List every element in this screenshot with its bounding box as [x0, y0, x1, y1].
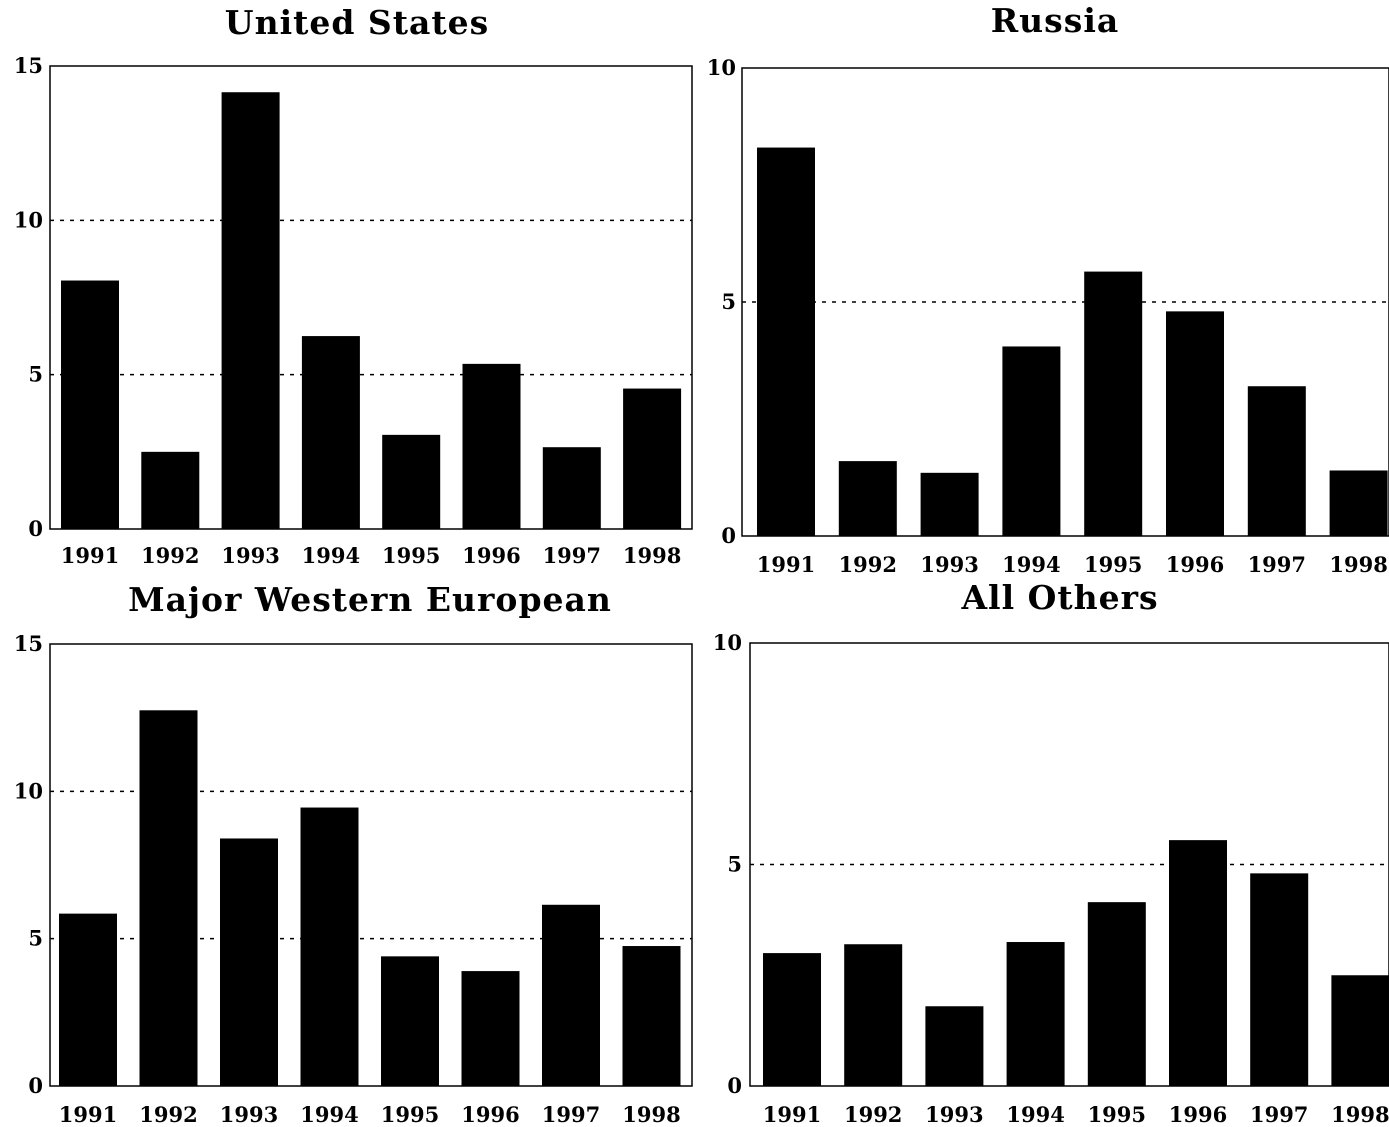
chart-3-xtick-1994: 1994: [300, 1102, 358, 1127]
chart-1-bar-1992: [141, 451, 200, 529]
chart-1-bar-1998: [623, 388, 682, 529]
chart-2-bar-1998: [1329, 470, 1388, 536]
chart-3-title: Major Western European: [128, 580, 612, 619]
chart-3-bar-1998: [622, 946, 681, 1086]
chart-3-xtick-1998: 1998: [622, 1102, 680, 1127]
chart-2-ytick-3: 10: [707, 55, 736, 80]
chart-2-xtick-1991: 1991: [757, 552, 815, 577]
chart-2-title: Russia: [991, 1, 1120, 40]
chart-1-bar-1994: [301, 336, 360, 529]
chart-3-ytick-1: 0: [28, 1073, 43, 1098]
chart-1-xtick-1993: 1993: [221, 543, 279, 568]
chart-4-xtick-1998: 1998: [1331, 1102, 1389, 1127]
chart-3-ytick-3: 10: [14, 778, 43, 803]
chart-2-bar-1997: [1247, 386, 1306, 536]
chart-3-plot-frame: [49, 643, 693, 1087]
chart-1-plot-frame: [49, 65, 693, 530]
chart-4-xtick-1996: 1996: [1169, 1102, 1227, 1127]
chart-1-bar-1993: [221, 92, 280, 529]
chart-1-ytick-3: 10: [14, 207, 43, 232]
chart-1-xtick-1998: 1998: [623, 543, 681, 568]
chart-1-ytick-2: 5: [28, 362, 43, 387]
chart-4-plot-frame: [749, 642, 1389, 1087]
chart-4-xtick-1991: 1991: [763, 1102, 821, 1127]
chart-4-bar-1998: [1331, 975, 1389, 1086]
chart-1-bar-1996: [462, 363, 521, 529]
chart-4-bar-1993: [925, 1006, 984, 1086]
chart-3-xtick-1995: 1995: [381, 1102, 439, 1127]
chart-3-bar-1997: [542, 904, 600, 1086]
chart-3-ytick-2: 5: [28, 926, 43, 951]
chart-4-bar-1995: [1087, 902, 1146, 1086]
chart-2-bar-1993: [920, 472, 979, 536]
chart-4-xtick-1995: 1995: [1088, 1102, 1146, 1127]
chart-2-bar-1995: [1084, 271, 1143, 536]
chart-3-bar-1996: [461, 971, 520, 1086]
chart-2-ytick-2: 5: [721, 289, 736, 314]
chart-1-title: United States: [225, 3, 489, 42]
chart-3-xtick-1997: 1997: [542, 1102, 600, 1127]
chart-3-bar-1994: [300, 807, 359, 1086]
chart-1-xtick-1996: 1996: [462, 543, 520, 568]
chart-3-bar-1995: [381, 956, 439, 1086]
chart-4-bar-1992: [844, 944, 903, 1086]
chart-1-xtick-1992: 1992: [141, 543, 199, 568]
chart-3-bar-1991: [59, 913, 117, 1086]
chart-2-bar-1994: [1002, 346, 1061, 536]
chart-2-xtick-1993: 1993: [920, 552, 978, 577]
chart-3-bar-1993: [220, 838, 278, 1086]
chart-2-bar-1992: [838, 461, 897, 536]
chart-1-xtick-1991: 1991: [61, 543, 119, 568]
chart-2-xtick-1998: 1998: [1329, 552, 1387, 577]
chart-4-xtick-1994: 1994: [1006, 1102, 1064, 1127]
chart-4-bar-1991: [763, 953, 821, 1086]
chart-4-bar-1994: [1006, 942, 1065, 1086]
chart-2-ytick-1: 0: [721, 523, 736, 548]
chart-1-ytick-4: 15: [14, 53, 43, 78]
chart-3-xtick-1991: 1991: [59, 1102, 117, 1127]
chart-3-xtick-1993: 1993: [220, 1102, 278, 1127]
chart-3-bar-1992: [139, 710, 198, 1086]
chart-4-ytick-2: 5: [727, 852, 742, 877]
chart-4-xtick-1993: 1993: [925, 1102, 983, 1127]
chart-2-xtick-1992: 1992: [839, 552, 897, 577]
chart-4-xtick-1992: 1992: [844, 1102, 902, 1127]
chart-4-ytick-1: 0: [727, 1073, 742, 1098]
chart-1-xtick-1995: 1995: [382, 543, 440, 568]
chart-3-xtick-1996: 1996: [461, 1102, 519, 1127]
chart-1-ytick-1: 0: [28, 516, 43, 541]
chart-1-bar-1997: [542, 447, 601, 529]
chart-2-xtick-1997: 1997: [1248, 552, 1306, 577]
chart-2-bar-1996: [1166, 311, 1224, 536]
chart-2-xtick-1994: 1994: [1002, 552, 1060, 577]
chart-4-ytick-3: 10: [713, 630, 742, 655]
chart-4-bar-1996: [1169, 840, 1227, 1086]
chart-1-xtick-1997: 1997: [543, 543, 601, 568]
chart-1-bar-1995: [382, 434, 441, 529]
chart-3-xtick-1992: 1992: [139, 1102, 197, 1127]
chart-3-ytick-4: 15: [14, 631, 43, 656]
chart-2-bar-1991: [757, 147, 815, 536]
chart-4-xtick-1997: 1997: [1250, 1102, 1308, 1127]
chart-4-bar-1997: [1250, 873, 1309, 1086]
chart-2-plot-frame: [741, 67, 1389, 537]
chart-1-xtick-1994: 1994: [302, 543, 360, 568]
chart-4-title: All Others: [960, 578, 1158, 617]
chart-1-bar-1991: [61, 280, 119, 529]
chart-2-xtick-1996: 1996: [1166, 552, 1224, 577]
chart-2-xtick-1995: 1995: [1084, 552, 1142, 577]
